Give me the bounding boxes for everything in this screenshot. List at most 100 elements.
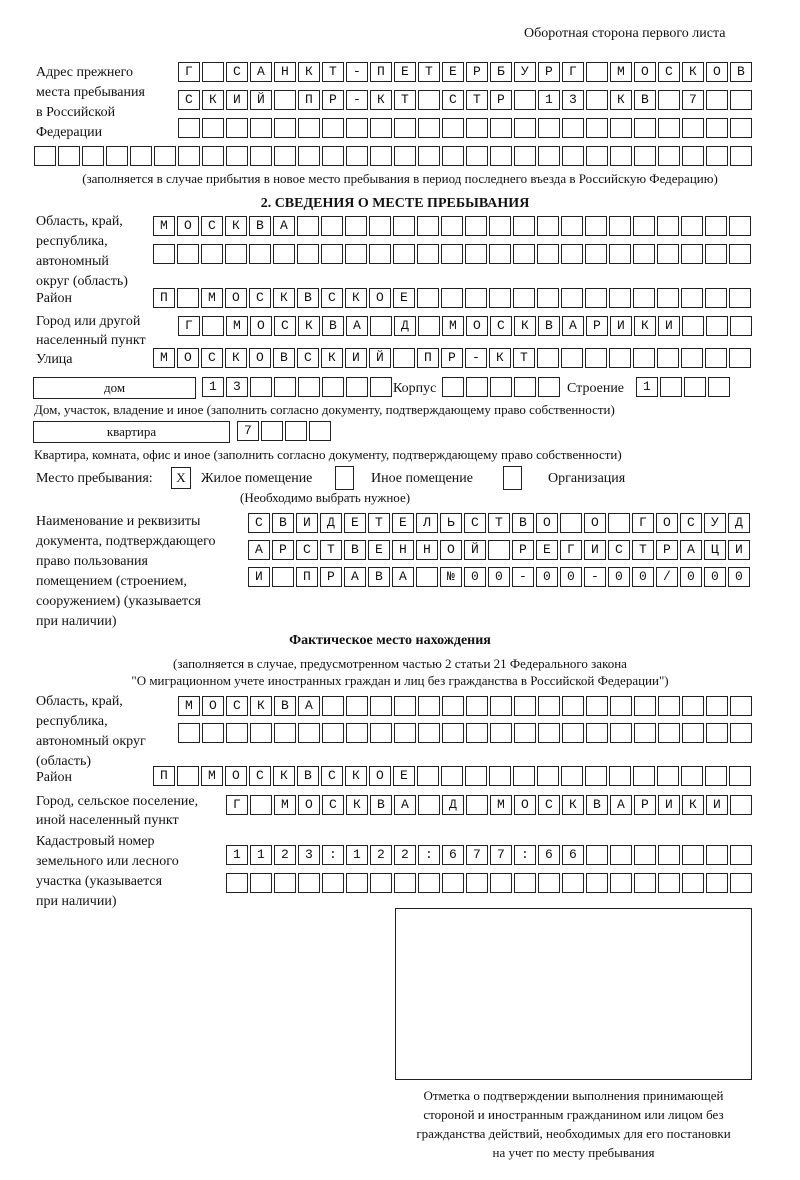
char-box[interactable] bbox=[633, 766, 655, 786]
char-box[interactable] bbox=[586, 873, 608, 893]
char-box[interactable] bbox=[417, 348, 439, 368]
char-box[interactable] bbox=[441, 216, 463, 236]
char-box[interactable] bbox=[394, 118, 416, 138]
char-box[interactable] bbox=[392, 513, 414, 533]
char-box[interactable] bbox=[681, 244, 703, 264]
district-row[interactable]: П МОСКВСКОЕ bbox=[153, 288, 753, 310]
char-box[interactable] bbox=[369, 216, 391, 236]
char-box[interactable] bbox=[418, 90, 440, 110]
char-box[interactable] bbox=[512, 513, 534, 533]
char-box[interactable] bbox=[466, 696, 488, 716]
char-box[interactable] bbox=[346, 316, 368, 336]
char-box[interactable] bbox=[345, 216, 367, 236]
char-box[interactable] bbox=[418, 62, 440, 82]
char-box[interactable] bbox=[513, 244, 535, 264]
char-box[interactable] bbox=[345, 288, 367, 308]
char-box[interactable] bbox=[706, 696, 728, 716]
char-box[interactable] bbox=[538, 377, 560, 397]
char-box[interactable] bbox=[153, 216, 175, 236]
char-box[interactable] bbox=[298, 90, 320, 110]
char-box[interactable] bbox=[681, 288, 703, 308]
char-box[interactable] bbox=[346, 795, 368, 815]
char-box[interactable] bbox=[297, 766, 319, 786]
char-box[interactable] bbox=[296, 567, 318, 587]
char-box[interactable] bbox=[321, 244, 343, 264]
char-box[interactable] bbox=[562, 696, 584, 716]
char-box[interactable] bbox=[248, 513, 270, 533]
char-box[interactable] bbox=[178, 146, 200, 166]
char-box[interactable] bbox=[537, 766, 559, 786]
char-box[interactable] bbox=[394, 90, 416, 110]
char-box[interactable] bbox=[490, 146, 512, 166]
char-box[interactable] bbox=[584, 513, 606, 533]
char-box[interactable] bbox=[514, 723, 536, 743]
char-box[interactable] bbox=[177, 766, 199, 786]
document-row-2[interactable]: АРСТВЕННОЙ РЕГИСТРАЦИ bbox=[248, 540, 752, 562]
char-box[interactable] bbox=[322, 795, 344, 815]
char-box[interactable] bbox=[250, 696, 272, 716]
char-box[interactable] bbox=[322, 146, 344, 166]
cadastre-row-2[interactable] bbox=[226, 873, 754, 895]
char-box[interactable] bbox=[274, 795, 296, 815]
char-box[interactable] bbox=[512, 567, 534, 587]
char-box[interactable] bbox=[514, 62, 536, 82]
char-box[interactable] bbox=[442, 873, 464, 893]
char-box[interactable] bbox=[660, 377, 682, 397]
char-box[interactable] bbox=[345, 348, 367, 368]
char-box[interactable] bbox=[321, 288, 343, 308]
char-box[interactable] bbox=[418, 146, 440, 166]
char-box[interactable] bbox=[730, 90, 752, 110]
char-box[interactable] bbox=[250, 90, 272, 110]
char-box[interactable] bbox=[705, 244, 727, 264]
char-box[interactable] bbox=[250, 316, 272, 336]
char-box[interactable] bbox=[441, 244, 463, 264]
char-box[interactable] bbox=[393, 216, 415, 236]
char-box[interactable] bbox=[273, 288, 295, 308]
char-box[interactable] bbox=[272, 540, 294, 560]
char-box[interactable] bbox=[729, 766, 751, 786]
char-box[interactable] bbox=[178, 62, 200, 82]
char-box[interactable] bbox=[513, 348, 535, 368]
char-box[interactable] bbox=[274, 845, 296, 865]
char-box[interactable] bbox=[369, 288, 391, 308]
char-box[interactable] bbox=[634, 723, 656, 743]
char-box[interactable] bbox=[561, 244, 583, 264]
char-box[interactable] bbox=[634, 146, 656, 166]
cadastre-row-1[interactable]: 1123:122:677:66 bbox=[226, 845, 754, 867]
char-box[interactable] bbox=[416, 513, 438, 533]
char-box[interactable] bbox=[464, 540, 486, 560]
place-checkbox-residential[interactable]: X bbox=[171, 467, 191, 489]
char-box[interactable] bbox=[274, 873, 296, 893]
char-box[interactable] bbox=[658, 873, 680, 893]
char-box[interactable] bbox=[226, 146, 248, 166]
char-box[interactable] bbox=[250, 723, 272, 743]
char-box[interactable] bbox=[657, 766, 679, 786]
char-box[interactable] bbox=[538, 316, 560, 336]
char-box[interactable] bbox=[370, 316, 392, 336]
char-box[interactable] bbox=[538, 723, 560, 743]
char-box[interactable] bbox=[730, 316, 752, 336]
char-box[interactable] bbox=[272, 513, 294, 533]
char-box[interactable] bbox=[440, 567, 462, 587]
char-box[interactable] bbox=[684, 377, 706, 397]
char-box[interactable] bbox=[250, 62, 272, 82]
char-box[interactable] bbox=[153, 766, 175, 786]
char-box[interactable] bbox=[298, 62, 320, 82]
char-box[interactable] bbox=[153, 244, 175, 264]
char-box[interactable] bbox=[729, 216, 751, 236]
char-box[interactable] bbox=[490, 118, 512, 138]
char-box[interactable] bbox=[610, 90, 632, 110]
char-box[interactable] bbox=[728, 540, 750, 560]
char-box[interactable] bbox=[490, 696, 512, 716]
char-box[interactable] bbox=[417, 216, 439, 236]
char-box[interactable] bbox=[442, 845, 464, 865]
char-box[interactable] bbox=[634, 795, 656, 815]
char-box[interactable] bbox=[392, 540, 414, 560]
place-checkbox-organization[interactable] bbox=[503, 466, 522, 490]
char-box[interactable] bbox=[658, 316, 680, 336]
char-box[interactable] bbox=[273, 216, 295, 236]
char-box[interactable] bbox=[586, 146, 608, 166]
char-box[interactable] bbox=[513, 216, 535, 236]
char-box[interactable] bbox=[346, 723, 368, 743]
char-box[interactable] bbox=[201, 216, 223, 236]
